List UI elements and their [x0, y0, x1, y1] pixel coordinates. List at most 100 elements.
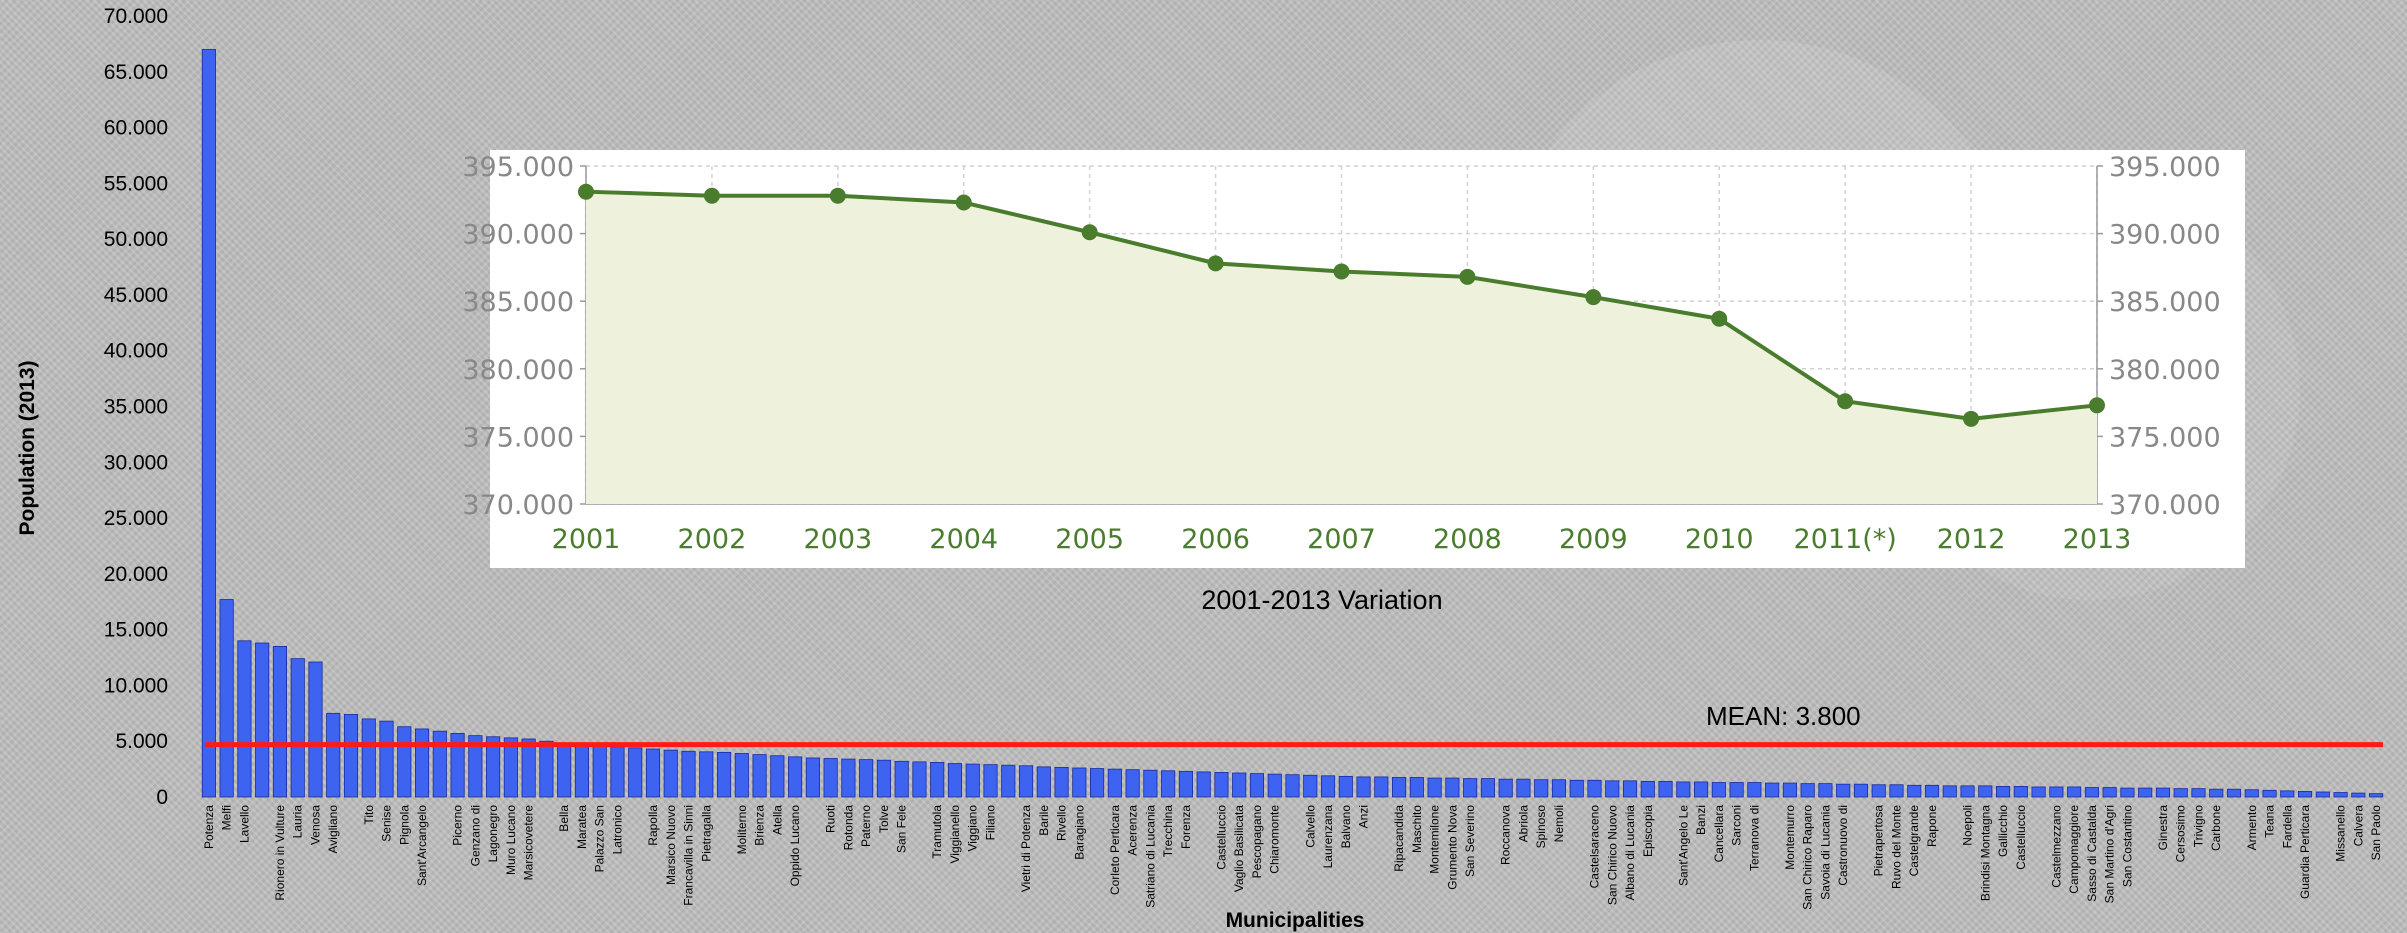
x-tick-label: Albano di Lucania	[1623, 805, 1637, 901]
bar	[716, 751, 732, 798]
bar	[628, 747, 643, 798]
inset-point	[829, 187, 846, 204]
inset-point	[1081, 224, 1098, 241]
inset-y-tick-label: 385.000	[2109, 287, 2221, 318]
inset-point	[1585, 289, 1602, 306]
bar	[663, 749, 678, 798]
x-tick-label: Noepoli	[1961, 805, 1975, 846]
x-tick-label: Nemoli	[1552, 805, 1566, 842]
bar	[930, 762, 945, 798]
bar	[1978, 785, 1993, 798]
inset-y-tick-label: 380.000	[2109, 355, 2221, 386]
x-tick-label: Sant'Angelo Le	[1676, 805, 1690, 886]
bar	[1907, 784, 1922, 798]
y-tick-label: 55.000	[104, 172, 168, 195]
x-tick-label: San Severino	[1463, 805, 1477, 877]
bar	[1853, 783, 1869, 798]
bar	[1214, 772, 1229, 798]
x-tick-label: Pignola	[397, 805, 411, 845]
x-tick-label: Anzi	[1357, 805, 1371, 828]
y-tick-label: 45.000	[104, 284, 168, 307]
bar	[752, 754, 767, 798]
bar	[201, 49, 216, 798]
x-tick-label: Vaglio Basilicata	[1232, 805, 1246, 892]
bar	[1534, 779, 1549, 798]
bar	[468, 735, 483, 798]
x-tick-label: Castelsaraceno	[1587, 805, 1601, 889]
x-tick-label: Teana	[2263, 805, 2277, 838]
x-tick-label: Latronico	[610, 805, 624, 855]
inset-y-tick-label: 370.000	[462, 490, 574, 521]
bar	[1107, 768, 1122, 798]
bar	[2031, 786, 2046, 798]
bar	[1836, 783, 1851, 798]
x-tick-label: Episcopia	[1641, 805, 1655, 857]
x-tick-label: Genzano di	[468, 805, 482, 866]
bar	[397, 726, 412, 798]
y-tick-label: 35.000	[104, 396, 168, 419]
inset-caption: 2001-2013 Variation	[1201, 585, 1442, 615]
bar	[486, 736, 501, 798]
bar	[1427, 777, 1442, 798]
bar	[2226, 788, 2242, 798]
x-tick-label: Pietragalla	[699, 805, 713, 862]
x-tick-label: Brindisi Montagna	[1978, 805, 1992, 901]
bar	[2013, 786, 2028, 798]
inset-point	[955, 194, 972, 211]
bar	[326, 712, 341, 798]
inset-right-axis: 370.000 375.000 380.000 385.000 390.000 395.0…	[2097, 152, 2221, 521]
bar	[2084, 787, 2099, 798]
inset-point	[1711, 310, 1728, 327]
x-tick-label: Sant'Arcangelo	[415, 805, 429, 886]
x-tick-label: Grumento Nova	[1445, 805, 1459, 890]
mean-label: MEAN: 3.800	[1706, 701, 1861, 731]
x-tick-label: San Martino d'Agri	[2103, 805, 2117, 903]
x-tick-label: Savoia di Lucania	[1818, 805, 1832, 900]
inset-y-tick-label: 375.000	[2109, 422, 2221, 453]
x-tick-label: Cancellara	[1712, 805, 1726, 863]
bar	[2315, 791, 2330, 798]
bar	[255, 642, 270, 798]
bar	[1605, 780, 1620, 798]
y-tick-label: 20.000	[104, 563, 168, 586]
inset-x-tick-label: 2002	[678, 524, 747, 555]
bar	[1018, 765, 1034, 798]
bar	[2369, 793, 2384, 798]
bar	[1676, 781, 1691, 798]
y-tick-label: 0	[156, 786, 168, 809]
x-tick-label: Missanello	[2334, 805, 2348, 862]
bar	[272, 645, 288, 798]
x-tick-label: Lagonegro	[486, 805, 500, 863]
x-tick-label: San Paolo	[2369, 805, 2383, 861]
x-tick-label: Laurenzana	[1321, 805, 1335, 869]
bar	[1924, 784, 1940, 798]
x-tick-label: Ginestra	[2156, 805, 2170, 851]
bar	[841, 758, 856, 798]
bar	[1658, 780, 1673, 798]
bar	[450, 733, 465, 798]
x-tick-label: Spinoso	[1534, 805, 1548, 849]
x-tick-label: Ripacandida	[1392, 805, 1406, 872]
x-tick-label: Terranova di	[1747, 805, 1761, 871]
bar	[1356, 776, 1371, 798]
bar	[1480, 778, 1495, 798]
x-tick-label: Chiaromonte	[1268, 805, 1282, 874]
inset-x-tick-label: 2005	[1055, 524, 1124, 555]
bar	[681, 750, 696, 798]
bar	[1285, 774, 1300, 798]
bar	[1747, 782, 1762, 798]
bar	[1036, 766, 1051, 798]
inset-x-tick-label: 2003	[803, 524, 872, 555]
bar	[343, 714, 359, 798]
bar	[308, 661, 323, 798]
x-tick-label: Pietrapertosa	[1872, 805, 1886, 877]
bar	[1445, 777, 1460, 798]
x-tick-label: Atella	[770, 805, 784, 835]
bar	[876, 759, 891, 798]
x-tick-label: Maratea	[575, 805, 589, 849]
x-tick-label: Castelmezzano	[2049, 805, 2063, 888]
x-tick-label: Viggianello	[948, 805, 962, 864]
inset-point	[1837, 393, 1854, 410]
x-tick-label: Castronuovo di	[1836, 805, 1850, 886]
